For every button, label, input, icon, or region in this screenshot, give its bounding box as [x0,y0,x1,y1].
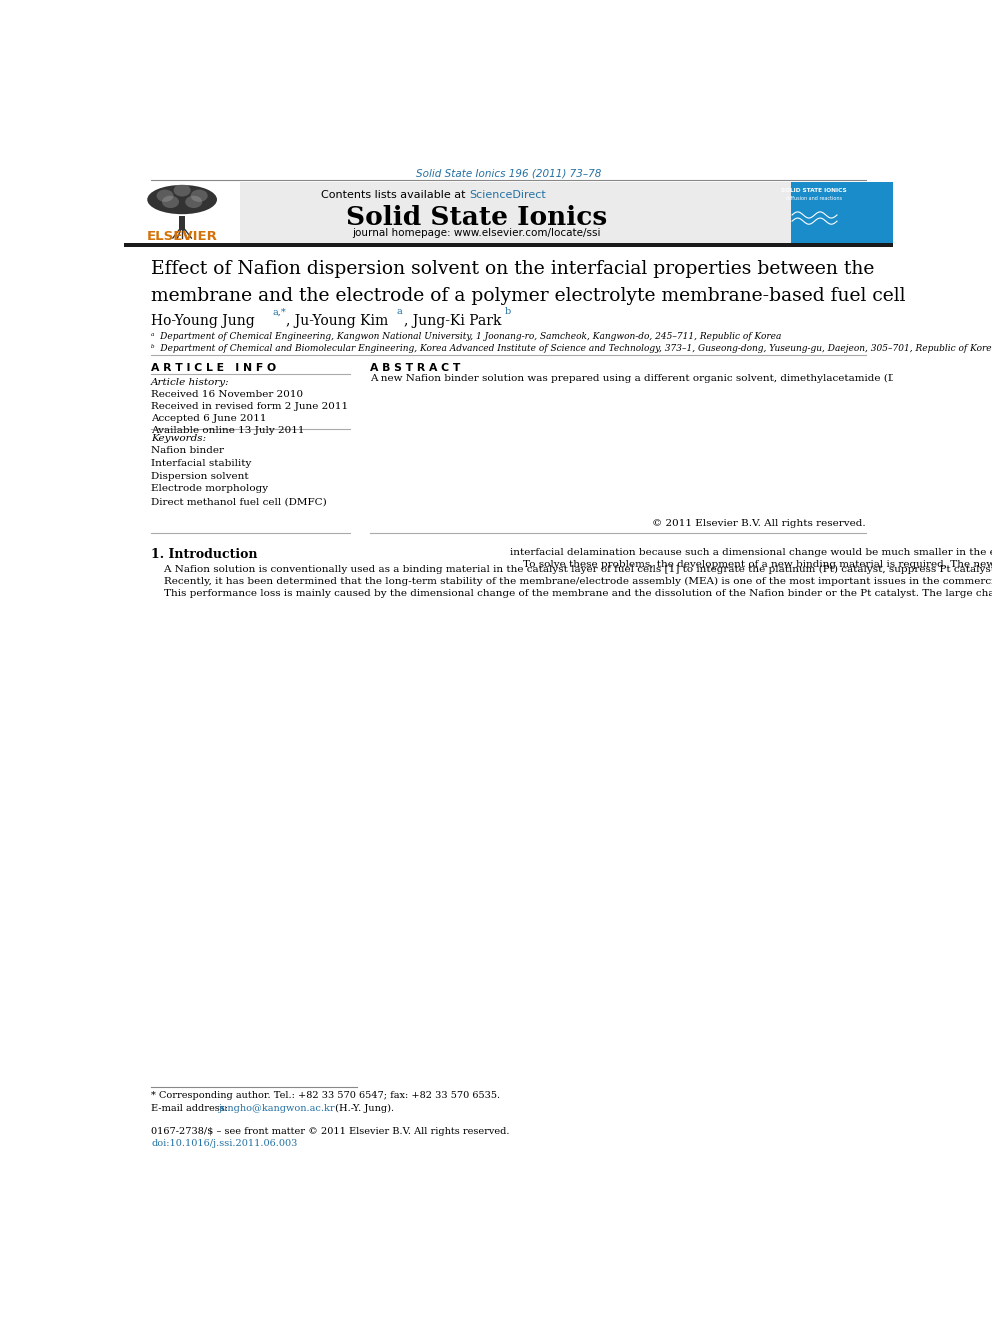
Text: b: b [505,307,511,316]
Text: 0167-2738/$ – see front matter © 2011 Elsevier B.V. All rights reserved.: 0167-2738/$ – see front matter © 2011 El… [151,1127,510,1136]
Text: A B S T R A C T: A B S T R A C T [370,363,461,373]
Bar [791,181,893,246]
Text: (H.-Y. Jung).: (H.-Y. Jung). [331,1105,394,1114]
Text: Available online 13 July 2011: Available online 13 July 2011 [151,426,305,435]
Ellipse shape [157,189,174,202]
Text: Direct methanol fuel cell (DMFC): Direct methanol fuel cell (DMFC) [151,497,327,507]
Text: Keywords:: Keywords: [151,434,206,443]
Ellipse shape [190,189,207,202]
Text: interfacial delamination because such a dimensional change would be much smaller: interfacial delamination because such a … [510,548,992,569]
Text: Electrode morphology: Electrode morphology [151,484,268,493]
Text: A R T I C L E   I N F O: A R T I C L E I N F O [151,363,276,373]
Text: , Jung-Ki Park: , Jung-Ki Park [404,314,501,328]
Text: E-mail address:: E-mail address: [151,1105,231,1114]
Text: a: a [396,307,402,316]
Text: membrane and the electrode of a polymer electrolyte membrane-based fuel cell: membrane and the electrode of a polymer … [151,287,906,304]
Text: Ho-Young Jung: Ho-Young Jung [151,314,255,328]
Text: ᵃ  Department of Chemical Engineering, Kangwon National University, 1 Joonang-ro: ᵃ Department of Chemical Engineering, Ka… [151,332,782,341]
Text: Article history:: Article history: [151,378,230,388]
Text: Accepted 6 June 2011: Accepted 6 June 2011 [151,414,267,423]
Text: © 2011 Elsevier B.V. All rights reserved.: © 2011 Elsevier B.V. All rights reserved… [652,519,866,528]
Text: diffusion and reactions: diffusion and reactions [786,196,842,201]
Ellipse shape [174,184,190,197]
Text: Nafion binder: Nafion binder [151,446,224,455]
Text: , Ju-Young Kim: , Ju-Young Kim [286,314,388,328]
Bar [124,242,893,247]
Text: doi:10.1016/j.ssi.2011.06.003: doi:10.1016/j.ssi.2011.06.003 [151,1139,298,1148]
Text: Received in revised form 2 June 2011: Received in revised form 2 June 2011 [151,402,348,411]
Ellipse shape [162,196,179,208]
Text: ScienceDirect: ScienceDirect [469,191,546,200]
Text: journal homepage: www.elsevier.com/locate/ssi: journal homepage: www.elsevier.com/locat… [352,228,601,238]
Text: Received 16 November 2010: Received 16 November 2010 [151,390,304,400]
Text: ᵇ  Department of Chemical and Biomolecular Engineering, Korea Advanced Institute: ᵇ Department of Chemical and Biomolecula… [151,344,992,352]
Ellipse shape [186,196,202,208]
Text: Solid State Ionics: Solid State Ionics [346,205,607,230]
Text: a,*: a,* [273,307,287,316]
Text: 1. Introduction: 1. Introduction [151,548,258,561]
Text: ⬛: ⬛ [170,185,194,228]
Text: ELSEVIER: ELSEVIER [147,230,217,242]
Bar [179,216,186,230]
Text: Effect of Nafion dispersion solvent on the interfacial properties between the: Effect of Nafion dispersion solvent on t… [151,259,875,278]
Bar [240,181,791,246]
Text: * Corresponding author. Tel.: +82 33 570 6547; fax: +82 33 570 6535.: * Corresponding author. Tel.: +82 33 570… [151,1091,500,1101]
Text: SOLID STATE IONICS: SOLID STATE IONICS [781,188,846,193]
Text: A new Nafion binder solution was prepared using a different organic solvent, dim: A new Nafion binder solution was prepare… [370,373,992,382]
Text: Dispersion solvent: Dispersion solvent [151,472,249,480]
Text: Interfacial stability: Interfacial stability [151,459,252,468]
Text: Solid State Ionics 196 (2011) 73–78: Solid State Ionics 196 (2011) 73–78 [416,169,601,179]
Text: A Nafion solution is conventionally used as a binding material in the catalyst l: A Nafion solution is conventionally used… [151,565,992,598]
Ellipse shape [147,185,217,214]
Text: Contents lists available at: Contents lists available at [320,191,469,200]
Bar [124,181,240,246]
Text: jungho@kangwon.ac.kr: jungho@kangwon.ac.kr [219,1105,336,1114]
